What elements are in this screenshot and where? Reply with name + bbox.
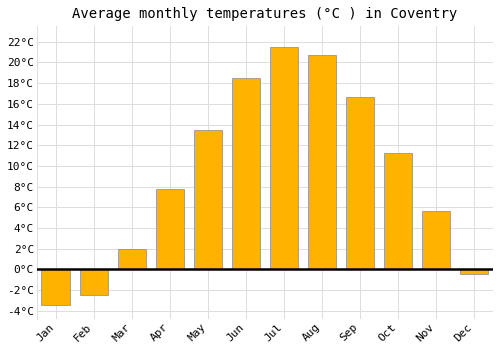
Bar [346, 97, 374, 269]
Bar [422, 211, 450, 269]
Bar [118, 248, 146, 269]
Bar [80, 269, 108, 295]
Bar [308, 55, 336, 269]
Bar [156, 189, 184, 269]
Bar [460, 269, 488, 274]
Bar [42, 269, 70, 306]
Bar [232, 78, 260, 269]
Title: Average monthly temperatures (°C ) in Coventry: Average monthly temperatures (°C ) in Co… [72, 7, 458, 21]
Bar [194, 130, 222, 269]
Bar [384, 153, 412, 269]
Bar [270, 47, 298, 269]
